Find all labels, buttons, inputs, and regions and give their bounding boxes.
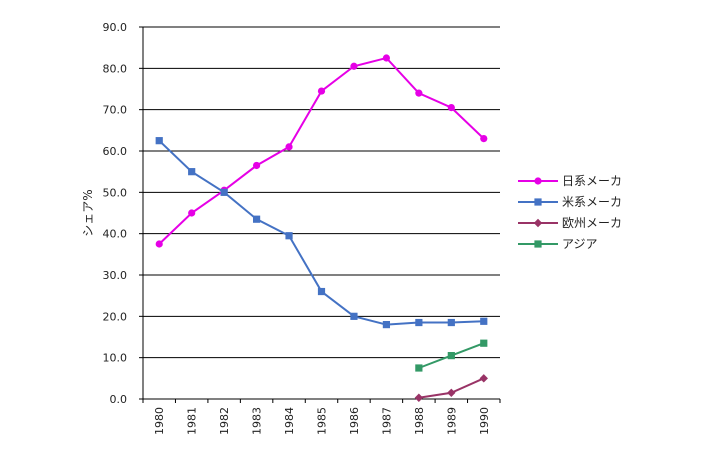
data-point (220, 188, 228, 196)
data-point (414, 393, 424, 402)
legend-item: 欧州メーカ (518, 216, 622, 230)
x-tick-label: 1986 (348, 407, 361, 435)
legend-swatch-marker (533, 218, 543, 228)
x-tick-label: 1990 (478, 407, 491, 435)
data-point (350, 62, 358, 70)
y-axis-title: シェア% (81, 189, 95, 236)
data-point (480, 339, 488, 347)
data-point (382, 321, 391, 329)
y-tick-label: 70.0 (103, 104, 128, 117)
data-point (188, 209, 196, 217)
x-tick-label: 1989 (445, 407, 458, 435)
data-point (480, 135, 488, 143)
series-1 (155, 137, 488, 329)
series-lines (155, 54, 488, 402)
y-tick-label: 50.0 (103, 186, 128, 199)
y-tick-labels: 0.0 10.0 20.0 30.0 40.0 50.0 60.0 70.0 80.0 90.0 (103, 21, 143, 406)
data-point (155, 137, 163, 145)
y-tick-label: 20.0 (103, 310, 128, 323)
data-point (447, 318, 455, 327)
grid (143, 26, 500, 359)
data-point (188, 168, 196, 176)
legend-item: 米系メーカ (518, 195, 622, 209)
data-point (415, 89, 423, 97)
series-3 (415, 339, 488, 372)
legend-swatch-marker (534, 198, 542, 206)
data-point (285, 232, 293, 240)
data-point (350, 312, 358, 320)
x-tick-label: 1983 (251, 407, 264, 435)
data-point (155, 240, 163, 248)
data-point (447, 104, 455, 112)
y-tick-label: 30.0 (103, 269, 128, 282)
legend-label: アジア (562, 237, 598, 251)
x-tick-label: 1985 (316, 407, 329, 435)
data-point (447, 352, 455, 360)
y-tick-label: 40.0 (103, 228, 128, 241)
legend-label: 米系メーカ (562, 195, 622, 209)
y-tick-label: 0.0 (110, 393, 128, 406)
x-tick-label: 1980 (153, 407, 166, 435)
data-point (382, 54, 391, 62)
legend-item: 日系メーカ (518, 174, 622, 188)
axes (142, 27, 500, 400)
data-point (415, 318, 423, 327)
legend-swatch-marker (534, 240, 542, 248)
data-point (317, 287, 326, 296)
x-tick-labels: 1980 1981 1982 1983 1984 1985 1986 1987 1988 1989… (142, 399, 501, 435)
data-point (479, 374, 488, 383)
x-tick-label: 1984 (283, 407, 296, 435)
data-point (415, 364, 423, 372)
y-tick-label: 10.0 (103, 352, 128, 365)
series-2 (414, 374, 488, 402)
x-tick-label: 1987 (380, 407, 393, 435)
legend-label: 日系メーカ (562, 174, 622, 188)
legend-label: 欧州メーカ (562, 216, 622, 230)
y-tick-label: 90.0 (103, 21, 128, 34)
x-tick-label: 1988 (413, 407, 426, 435)
legend-item: アジア (518, 237, 598, 251)
legend-swatch-marker (534, 177, 542, 185)
y-tick-label: 60.0 (103, 145, 128, 158)
data-point (252, 215, 261, 223)
data-point (447, 388, 456, 397)
x-tick-label: 1981 (186, 407, 199, 435)
data-point (285, 143, 293, 151)
x-tick-label: 1982 (218, 407, 231, 435)
series-line (158, 139, 484, 326)
data-point (252, 161, 261, 170)
data-point (480, 317, 488, 325)
data-point (317, 87, 326, 95)
y-tick-label: 80.0 (103, 62, 128, 75)
